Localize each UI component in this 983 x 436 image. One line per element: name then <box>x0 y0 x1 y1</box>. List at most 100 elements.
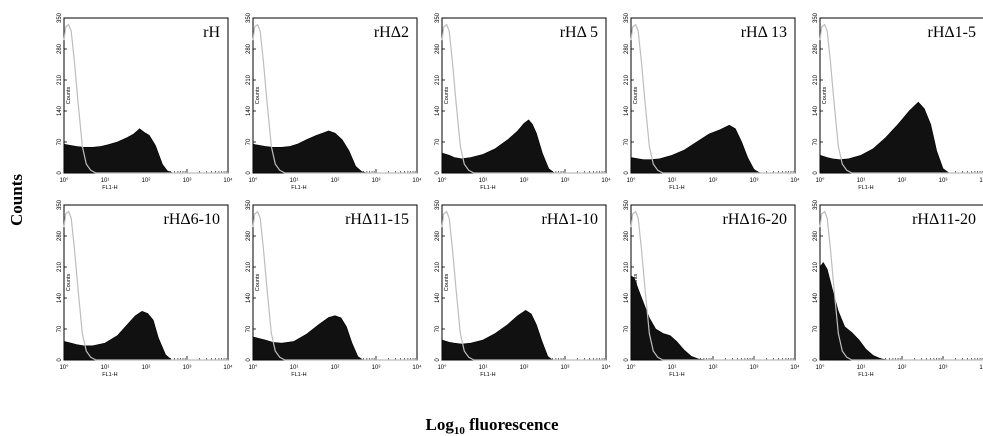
y-tick-label: 280 <box>435 43 441 54</box>
x-tick-label: 10⁴ <box>223 364 233 371</box>
x-tick-label: 10⁴ <box>979 177 983 184</box>
x-tick-label: 10¹ <box>101 365 110 371</box>
filled-histogram <box>441 119 606 174</box>
filled-histogram <box>630 275 795 361</box>
x-tick-label: 10³ <box>939 365 948 371</box>
y-tick-label: 0 <box>57 358 63 362</box>
y-tick-label: 280 <box>624 43 630 54</box>
y-tick-label: 280 <box>624 230 630 241</box>
y-tick-label: 70 <box>624 138 630 145</box>
y-tick-label: 140 <box>57 292 63 303</box>
y-tick-label: 280 <box>813 230 819 241</box>
y-tick-label: 350 <box>624 12 630 23</box>
y-tick-label: 210 <box>813 261 819 272</box>
y-tick-label: 70 <box>246 325 252 332</box>
y-tick-label: 210 <box>624 74 630 85</box>
panel-x-label: FL1-H <box>102 372 117 378</box>
histogram-panel: 07014021028035010°10¹10²10³10⁴CountsFL1-… <box>624 199 800 378</box>
y-tick-label: 350 <box>57 199 63 210</box>
y-tick-label: 350 <box>246 12 252 23</box>
y-tick-label: 140 <box>435 105 441 116</box>
x-tick-label: 10° <box>815 178 825 184</box>
y-tick-label: 140 <box>57 105 63 116</box>
panel-x-label: FL1-H <box>858 185 873 191</box>
y-tick-label: 140 <box>813 105 819 116</box>
y-tick-label: 70 <box>57 138 63 145</box>
x-tick-label: 10¹ <box>290 178 299 184</box>
y-tick-label: 140 <box>435 292 441 303</box>
x-tick-label: 10¹ <box>668 178 677 184</box>
x-tick-label: 10² <box>520 365 529 371</box>
filled-histogram <box>63 310 228 361</box>
y-tick-label: 350 <box>624 199 630 210</box>
x-tick-label: 10⁴ <box>601 364 611 371</box>
panel-title: rHΔ 13 <box>741 24 787 41</box>
panel-x-label: FL1-H <box>291 185 306 191</box>
x-tick-label: 10° <box>59 178 69 184</box>
y-tick-label: 140 <box>624 292 630 303</box>
y-tick-label: 350 <box>246 199 252 210</box>
panel-title: rHΔ2 <box>374 24 409 41</box>
panel-x-label: FL1-H <box>480 185 495 191</box>
panel-x-label: FL1-H <box>102 185 117 191</box>
panel-y-label: Counts <box>255 274 261 292</box>
y-tick-label: 210 <box>57 261 63 272</box>
control-histogram-line <box>630 210 795 361</box>
y-tick-label: 0 <box>246 358 252 362</box>
x-tick-label: 10³ <box>561 365 570 371</box>
x-tick-label: 10² <box>331 178 340 184</box>
x-tick-label: 10² <box>142 178 151 184</box>
y-tick-label: 0 <box>435 171 441 175</box>
y-tick-label: 210 <box>435 74 441 85</box>
y-tick-label: 280 <box>246 230 252 241</box>
panel-y-label: Counts <box>633 87 639 105</box>
filled-histogram <box>252 130 417 174</box>
y-tick-label: 70 <box>435 325 441 332</box>
x-tick-label: 10² <box>142 365 151 371</box>
panel-title: rHΔ1-10 <box>542 211 599 228</box>
y-tick-label: 280 <box>246 43 252 54</box>
x-tick-label: 10° <box>248 178 258 184</box>
y-tick-label: 210 <box>246 74 252 85</box>
y-tick-label: 280 <box>57 43 63 54</box>
y-tick-label: 70 <box>813 325 819 332</box>
x-tick-label: 10⁴ <box>790 364 800 371</box>
panel-x-label: FL1-H <box>858 372 873 378</box>
x-tick-label: 10² <box>520 178 529 184</box>
x-tick-label: 10⁴ <box>979 364 983 371</box>
y-tick-label: 140 <box>246 292 252 303</box>
x-tick-label: 10° <box>626 365 636 371</box>
panel-y-label: Counts <box>822 87 828 105</box>
y-tick-label: 280 <box>435 230 441 241</box>
x-tick-label: 10⁴ <box>412 177 422 184</box>
y-tick-label: 0 <box>57 171 63 175</box>
x-tick-label: 10³ <box>183 178 192 184</box>
y-tick-label: 210 <box>246 261 252 272</box>
x-tick-label: 10⁴ <box>790 177 800 184</box>
x-tick-label: 10° <box>626 178 636 184</box>
x-tick-label: 10¹ <box>857 365 866 371</box>
panel-title: rHΔ 5 <box>560 24 598 41</box>
panel-title: rHΔ1-5 <box>928 24 977 41</box>
y-tick-label: 210 <box>624 261 630 272</box>
x-tick-label: 10³ <box>561 178 570 184</box>
x-tick-label: 10³ <box>372 178 381 184</box>
figure-x-label: Log10 fluorescence <box>426 415 559 436</box>
panel-title: rHΔ16-20 <box>723 211 788 228</box>
control-histogram-line <box>819 23 983 174</box>
panel-y-label: Counts <box>444 274 450 292</box>
y-tick-label: 210 <box>57 74 63 85</box>
panel-title: rH <box>203 24 220 41</box>
filled-histogram <box>63 128 228 174</box>
x-tick-label: 10⁴ <box>601 177 611 184</box>
panel-x-label: FL1-H <box>669 185 684 191</box>
x-tick-label: 10° <box>248 365 258 371</box>
panel-title: rHΔ11-15 <box>345 211 409 228</box>
y-tick-label: 350 <box>57 12 63 23</box>
panel-y-label: Counts <box>255 87 261 105</box>
